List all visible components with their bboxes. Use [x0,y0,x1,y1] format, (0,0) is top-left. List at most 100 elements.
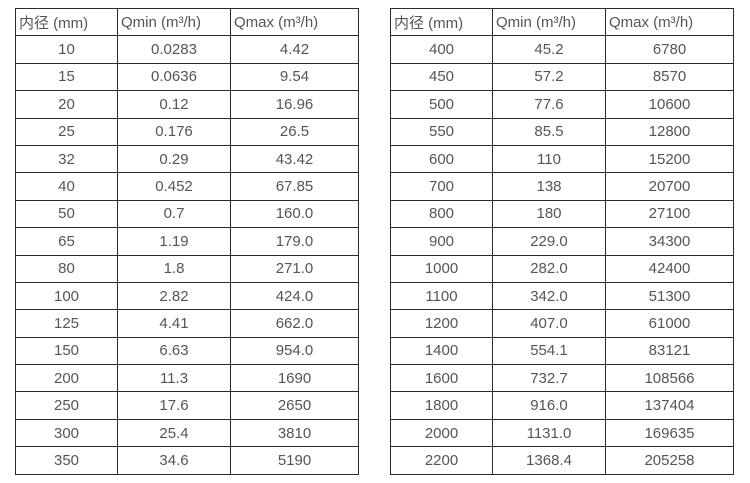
col-header-qmax: Qmax (m³/h) [230,7,359,37]
table-row: 400 45.2 6780 [390,35,734,64]
table-cell: 6780 [605,35,734,64]
table-row: 450 57.2 8570 [390,62,734,92]
table-cell: 27100 [605,199,734,229]
table-cell: 1200 [390,309,493,338]
table-cell: 407.0 [492,309,606,338]
table-cell: 15 [15,62,118,92]
table-cell: 550 [390,117,493,146]
table-cell: 0.0636 [117,62,231,92]
table-cell: 1131.0 [492,418,606,448]
table-body: 400 45.2 6780 450 57.2 8570 500 77.6 10600 550 85.… [390,35,734,475]
table-cell: 554.1 [492,336,606,366]
table-cell: 16.96 [230,90,359,119]
header-row: 内径 (mm) Qmin (m³/h) Qmax (m³/h) [15,7,359,37]
table-cell: 229.0 [492,227,606,256]
table-cell: 25 [15,117,118,146]
table-row: 65 1.19 179.0 [15,227,359,256]
table-cell: 250 [15,391,118,420]
table-cell: 2200 [390,446,493,475]
table-cell: 0.12 [117,90,231,119]
table-row: 1800 916.0 137404 [390,391,734,420]
table-cell: 2.82 [117,281,231,311]
table-cell: 205258 [605,446,734,475]
flow-table-large-diameters: 内径 (mm) Qmin (m³/h) Qmax (m³/h) 400 45.2 6… [390,7,734,475]
table-row: 15 0.0636 9.54 [15,62,359,92]
table-header-row: 内径 (mm) Qmin (m³/h) Qmax (m³/h) [15,7,359,37]
table-row: 2000 1131.0 169635 [390,418,734,448]
table-cell: 4.42 [230,35,359,64]
table-cell: 57.2 [492,62,606,92]
table-row: 50 0.7 160.0 [15,199,359,229]
table-cell: 2650 [230,391,359,420]
table-cell: 271.0 [230,254,359,283]
table-row: 600 110 15200 [390,144,734,174]
table-row: 2200 1368.4 205258 [390,446,734,475]
table-row: 250 17.6 2650 [15,391,359,420]
table-cell: 40 [15,172,118,201]
table-body: 10 0.0283 4.42 15 0.0636 9.54 20 0.12 16.96 25 0.1… [15,35,359,475]
table-cell: 0.29 [117,144,231,174]
table-cell: 125 [15,309,118,338]
table-cell: 85.5 [492,117,606,146]
table-row: 25 0.176 26.5 [15,117,359,146]
table-cell: 150 [15,336,118,366]
col-header-qmin: Qmin (m³/h) [117,7,231,37]
table-cell: 15200 [605,144,734,174]
table-cell: 108566 [605,364,734,393]
table-cell: 1368.4 [492,446,606,475]
table-cell: 25.4 [117,418,231,448]
table-row: 300 25.4 3810 [15,418,359,448]
table-cell: 65 [15,227,118,256]
table-cell: 110 [492,144,606,174]
table-cell: 17.6 [117,391,231,420]
table-cell: 34.6 [117,446,231,475]
table-cell: 26.5 [230,117,359,146]
table-row: 800 180 27100 [390,199,734,229]
table-row: 900 229.0 34300 [390,227,734,256]
table-cell: 954.0 [230,336,359,366]
table-cell: 4.41 [117,309,231,338]
table-cell: 916.0 [492,391,606,420]
table-cell: 137404 [605,391,734,420]
table-cell: 169635 [605,418,734,448]
table-cell: 900 [390,227,493,256]
table-cell: 20 [15,90,118,119]
table-cell: 67.85 [230,172,359,201]
table-cell: 5190 [230,446,359,475]
table-cell: 0.0283 [117,35,231,64]
table-cell: 180 [492,199,606,229]
table-cell: 1400 [390,336,493,366]
table-row: 1400 554.1 83121 [390,336,734,366]
table-row: 1600 732.7 108566 [390,364,734,393]
table-cell: 1100 [390,281,493,311]
col-header-inner-diameter: 内径 (mm) [15,7,118,37]
table-cell: 8570 [605,62,734,92]
table-cell: 10600 [605,90,734,119]
table-cell: 0.176 [117,117,231,146]
table-row: 1000 282.0 42400 [390,254,734,283]
table-cell: 282.0 [492,254,606,283]
table-cell: 77.6 [492,90,606,119]
table-cell: 732.7 [492,364,606,393]
table-row: 20 0.12 16.96 [15,90,359,119]
table-cell: 500 [390,90,493,119]
table-row: 100 2.82 424.0 [15,281,359,311]
table-cell: 83121 [605,336,734,366]
table-cell: 400 [390,35,493,64]
table-row: 1200 407.0 61000 [390,309,734,338]
table-cell: 9.54 [230,62,359,92]
table-cell: 662.0 [230,309,359,338]
table-cell: 0.7 [117,199,231,229]
table-row: 550 85.5 12800 [390,117,734,146]
table-cell: 450 [390,62,493,92]
table-cell: 80 [15,254,118,283]
table-cell: 10 [15,35,118,64]
table-cell: 700 [390,172,493,201]
table-cell: 1800 [390,391,493,420]
col-header-qmax: Qmax (m³/h) [605,7,734,37]
table-cell: 61000 [605,309,734,338]
table-cell: 34300 [605,227,734,256]
table-cell: 1690 [230,364,359,393]
col-header-qmin: Qmin (m³/h) [492,7,606,37]
